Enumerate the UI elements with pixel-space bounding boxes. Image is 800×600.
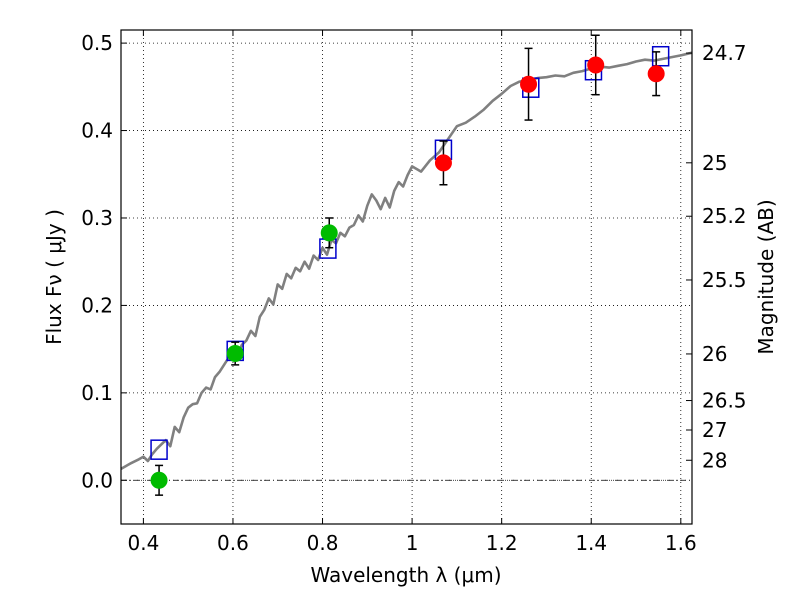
right-tick-label: 25 <box>702 151 727 175</box>
x-tick-label: 0.8 <box>307 531 339 555</box>
nearir-detection-point <box>520 75 538 93</box>
y-tick-label: 0.4 <box>81 119 113 143</box>
x-tick-label: 1 <box>406 531 419 555</box>
model-photometry-square <box>150 439 168 460</box>
right-tick-label: 26 <box>702 342 727 366</box>
model-photometry-layer <box>150 45 670 460</box>
y-tick-label: 0.2 <box>81 293 113 317</box>
grid <box>121 30 692 524</box>
tick-labels: 0.4 0.6 0.8 1 1.2 1.4 1.6 0.0 0.1 0.2 0.3 0.4 0.5 24.… <box>81 31 746 555</box>
y-tick-label: 0.0 <box>81 468 113 492</box>
right-axis-label: Magnitude (AB) <box>754 199 778 354</box>
optical-detection-point <box>150 471 168 489</box>
x-tick-label: 1.4 <box>575 531 607 555</box>
x-tick-label: 1.6 <box>665 531 697 555</box>
y-tick-label: 0.1 <box>81 381 113 405</box>
optical-detection-point <box>320 224 338 242</box>
nearir-detection-point <box>434 154 452 172</box>
x-tick-label: 0.6 <box>217 531 249 555</box>
model-photometry-square <box>651 45 670 67</box>
model-sed-line <box>120 51 693 471</box>
model-sed-layer <box>120 51 693 471</box>
plot-frame <box>120 29 693 525</box>
optical-detection-point <box>226 345 244 363</box>
nearir-detection-point <box>647 65 665 83</box>
ticks <box>121 30 692 524</box>
right-tick-label: 27 <box>702 418 727 442</box>
x-tick-label: 0.4 <box>127 531 159 555</box>
right-tick-label: 28 <box>702 448 727 472</box>
right-tick-label: 25.2 <box>702 204 747 228</box>
nearir-detection-point <box>587 56 605 74</box>
y-axis-label: Flux Fν ( μJy ) <box>42 209 66 345</box>
y-tick-label: 0.3 <box>81 206 113 230</box>
error-bar-layer <box>155 34 661 496</box>
detection-layer <box>150 56 665 489</box>
right-tick-label: 25.5 <box>702 268 747 292</box>
x-axis-label: Wavelength λ (μm) <box>310 563 501 587</box>
right-tick-label: 26.5 <box>702 389 747 413</box>
x-tick-label: 1.2 <box>486 531 518 555</box>
right-tick-label: 24.7 <box>702 41 747 65</box>
y-tick-label: 0.5 <box>81 31 113 55</box>
